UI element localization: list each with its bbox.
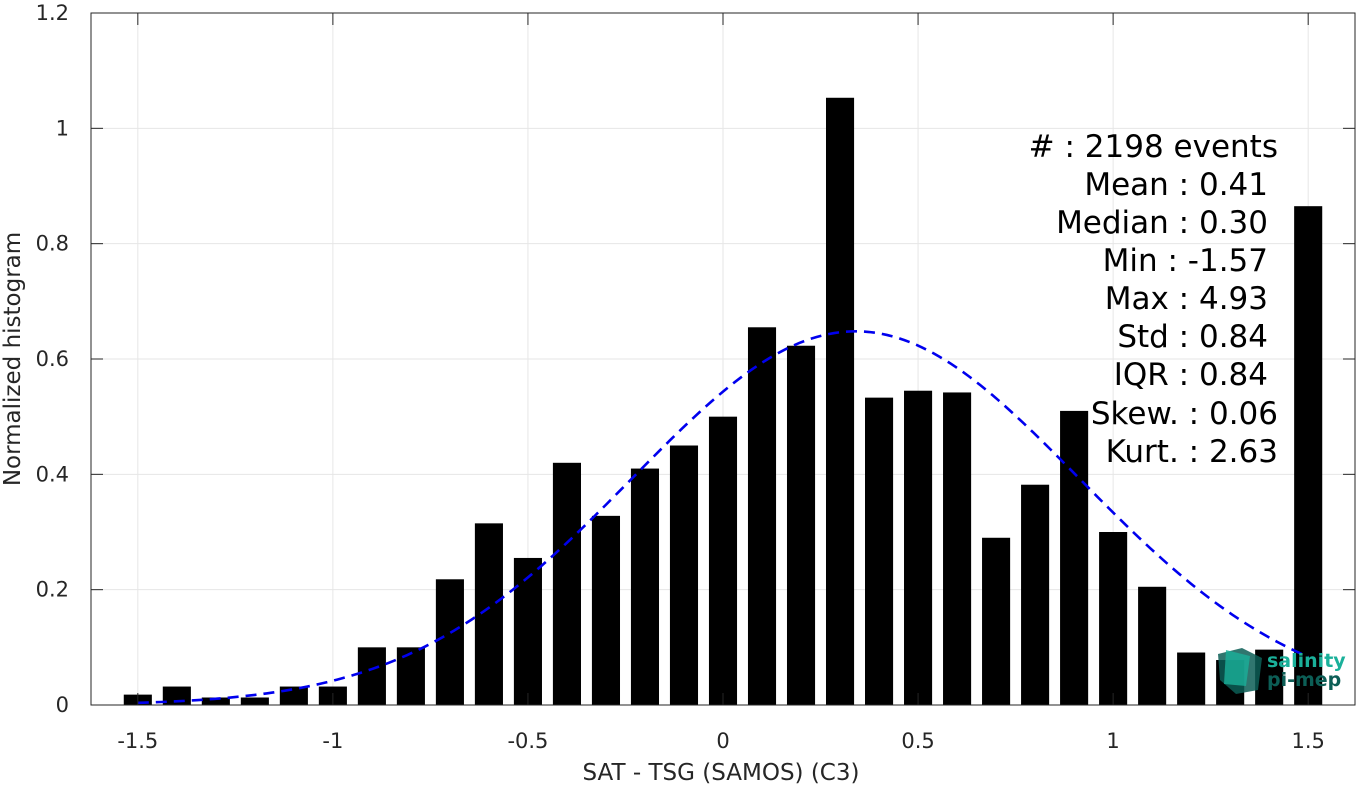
- histogram-bar: [201, 697, 230, 705]
- histogram-bar: [982, 537, 1011, 705]
- stat-skew: Skew. : 0.06: [1091, 396, 1278, 432]
- logo-text-pimep: pi-mep: [1267, 669, 1341, 691]
- histogram-bar: [1294, 206, 1323, 705]
- histogram-bar: [865, 397, 894, 705]
- histogram-bar: [904, 390, 933, 705]
- histogram-bar: [786, 345, 816, 705]
- logo-cube-face-icon: [1224, 650, 1250, 686]
- histogram-bar: [708, 416, 738, 705]
- salinity-pi-mep-logo: salinity pi-mep: [1218, 648, 1346, 694]
- tick-labels: -1.5 -1 -0.5 0 0.5 1 1.5 0 0.2 0.4 0.6 0.8 1 1.2: [36, 1, 1325, 753]
- x-axis-label: SAT - TSG (SAMOS) (C3): [583, 760, 860, 785]
- histogram-bar: [435, 579, 464, 705]
- axes-frame: [90, 12, 1356, 706]
- y-tick-label: 0.8: [36, 232, 69, 256]
- histogram-bar: [943, 392, 972, 705]
- y-tick-label: 0.2: [36, 578, 69, 602]
- histogram-bar: [1060, 410, 1089, 705]
- histogram-bar: [357, 647, 386, 705]
- histogram-bar: [279, 686, 308, 705]
- normal-fit-curve: [137, 330, 1309, 705]
- stat-max: Max : 4.93: [1105, 281, 1268, 317]
- y-tick-label: 1: [56, 116, 69, 140]
- x-tick-label: 1.5: [1291, 729, 1324, 753]
- stat-median: Median : 0.30: [1056, 205, 1268, 241]
- histogram-bar: [240, 697, 269, 705]
- y-tick-label: 0.4: [36, 462, 69, 486]
- histogram-bar: [396, 647, 425, 705]
- histogram-bar: [474, 523, 503, 705]
- statistics-box: # : 2198 events Mean : 0.41 Median : 0.3…: [1029, 129, 1278, 470]
- histogram-bar: [630, 468, 660, 705]
- histogram-bar: [552, 462, 581, 705]
- histogram-bar: [513, 557, 542, 705]
- x-tick-label: 0.5: [901, 729, 934, 753]
- histogram-bar: [1177, 652, 1206, 705]
- y-axis-label: Normalized histogram: [0, 232, 26, 486]
- x-tick-label: 1: [1106, 729, 1119, 753]
- histogram-bar: [1021, 484, 1050, 705]
- stat-min: Min : -1.57: [1103, 243, 1268, 279]
- histogram-bar: [1138, 586, 1167, 705]
- x-tick-label: 0: [716, 729, 729, 753]
- histogram-bar: [825, 97, 855, 705]
- stat-iqr: IQR : 0.84: [1114, 357, 1268, 393]
- histogram-bar: [669, 445, 699, 705]
- histogram-bar: [591, 515, 621, 705]
- x-tick-label: -0.5: [507, 729, 548, 753]
- logo-text-salinity: salinity: [1267, 650, 1346, 672]
- stat-events: # : 2198 events: [1029, 129, 1278, 165]
- y-tick-label: 1.2: [36, 1, 69, 25]
- y-tick-label: 0: [56, 693, 69, 717]
- y-tick-label: 0.6: [36, 347, 69, 371]
- histogram-bar: [747, 327, 777, 705]
- histogram-bar: [1099, 532, 1128, 705]
- stat-std: Std : 0.84: [1117, 319, 1268, 355]
- stat-kurt: Kurt. : 2.63: [1106, 434, 1278, 470]
- x-tick-label: -1.5: [117, 729, 158, 753]
- x-tick-label: -1: [322, 729, 343, 753]
- histogram-bars: [123, 97, 1323, 705]
- stat-mean: Mean : 0.41: [1084, 167, 1268, 203]
